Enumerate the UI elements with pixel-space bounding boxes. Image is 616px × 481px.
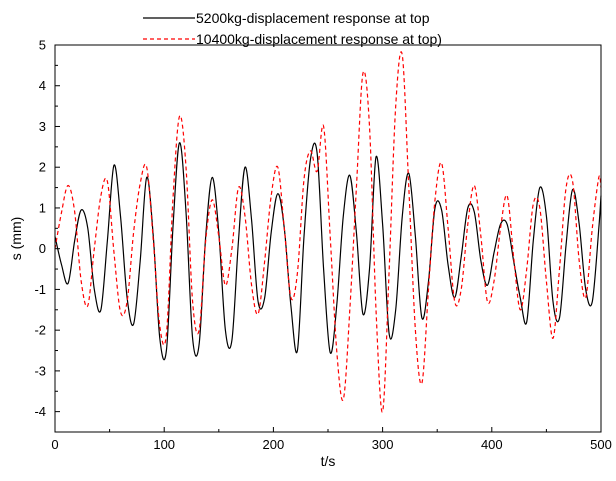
y-tick-label: -4 (34, 404, 46, 419)
series-line-1 (54, 142, 602, 361)
series-line-2 (54, 51, 602, 413)
y-axis-ticks: -4 -3 -2 -1 0 1 2 3 4 5 (34, 38, 60, 419)
x-tick-label: 500 (590, 437, 612, 452)
x-tick-label: 400 (481, 437, 503, 452)
y-tick-label: 3 (39, 119, 46, 134)
y-tick-label: -1 (34, 282, 46, 297)
legend-label-1: 5200kg-displacement response at top (196, 10, 430, 26)
x-tick-label: 100 (153, 437, 175, 452)
series-layer (54, 51, 602, 413)
x-tick-label: 300 (372, 437, 394, 452)
x-axis-ticks: 0 100 200 300 400 500 (51, 427, 612, 452)
y-tick-label: 2 (39, 160, 46, 175)
y-tick-label: -2 (34, 323, 46, 338)
x-axis-label: t/s (321, 453, 336, 469)
plot-frame (54, 44, 602, 433)
y-tick-label: -3 (34, 363, 46, 378)
y-tick-label: 5 (39, 38, 46, 53)
y-tick-label: 4 (39, 78, 46, 93)
legend-label-2: 10400kg-displacement response at top) (196, 31, 442, 47)
x-tick-label: 200 (263, 437, 285, 452)
y-tick-label: 0 (39, 241, 46, 256)
axes (54, 44, 602, 433)
y-axis-label: s (mm) (8, 217, 24, 261)
x-tick-label: 0 (51, 437, 58, 452)
legend: 5200kg-displacement response at top 10400… (143, 10, 442, 47)
y-tick-label: 1 (39, 200, 46, 215)
